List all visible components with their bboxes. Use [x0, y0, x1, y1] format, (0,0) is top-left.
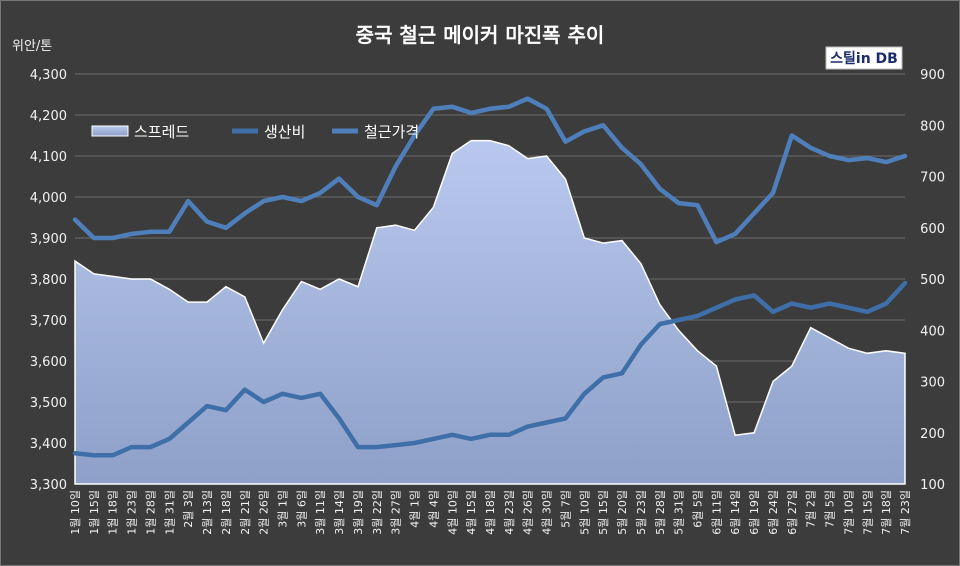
y-tick-label: 4,000: [30, 191, 67, 206]
cost-line: [72, 280, 908, 458]
y2-tick-label: 100: [920, 478, 945, 493]
x-tick-label: 4월 18일: [483, 490, 497, 535]
y-tick-label: 3,800: [30, 273, 67, 288]
price-line: [72, 96, 908, 245]
chart-title: 중국 철근 메이커 마진폭 추이: [356, 23, 605, 47]
x-tick-label: 4월 1일: [408, 490, 422, 528]
y-axis-right: 100 200 300 400 500 600 700 800 900: [920, 68, 945, 493]
x-tick-label: 4월 23일: [502, 490, 516, 535]
y2-tick-label: 700: [920, 171, 945, 186]
x-tick-label: 7월 18일: [879, 490, 893, 535]
x-tick-label: 1월 10일: [68, 490, 82, 535]
x-tick-label: 7월 23일: [898, 490, 912, 535]
x-tick-label: 5월 28일: [653, 490, 667, 535]
x-tick-label: 3월 6일: [294, 490, 308, 528]
legend-label: 철근가격: [364, 123, 419, 141]
x-tick-label: 4월 15일: [464, 490, 478, 535]
x-tick-label: 6월 11일: [709, 490, 723, 535]
x-tick-label: 6월 5일: [691, 490, 705, 528]
legend-label: 생산비: [264, 123, 305, 141]
y2-tick-label: 400: [920, 324, 945, 339]
y-tick-label: 3,700: [30, 314, 67, 329]
y2-tick-label: 600: [920, 222, 945, 237]
x-tick-label: 4월 26일: [521, 490, 535, 535]
x-tick-label: 4월 30일: [540, 490, 554, 535]
x-tick-label: 5월 7일: [559, 490, 573, 528]
x-tick-label: 1월 18일: [106, 490, 120, 535]
brand-logo: 스틸in DB: [825, 46, 903, 70]
x-tick-label: 5월 23일: [634, 490, 648, 535]
x-tick-label: 7월 2일: [804, 490, 818, 528]
legend: 스프레드 생산비 철근가격: [91, 123, 419, 141]
x-tick-label: 3월 14일: [332, 490, 346, 535]
y2-tick-label: 800: [920, 119, 945, 134]
series-lines: [72, 96, 908, 458]
x-tick-label: 2월 26일: [257, 490, 271, 535]
x-tick-label: 5월 20일: [615, 490, 629, 535]
spread-area: [74, 139, 906, 485]
y-tick-label: 4,100: [30, 150, 67, 165]
y2-tick-label: 200: [920, 427, 945, 442]
y-tick-label: 3,600: [30, 355, 67, 370]
x-tick-label: 7월 5일: [823, 490, 837, 528]
x-tick-label: 7월 10일: [841, 490, 855, 535]
y-tick-label: 4,200: [30, 109, 67, 124]
y-axis-unit: 위안/톤: [12, 39, 52, 54]
x-tick-label: 6월 24일: [766, 490, 780, 535]
x-tick-label: 4월 4일: [426, 490, 440, 528]
legend-label: 스프레드: [134, 123, 189, 141]
y-tick-label: 4,300: [30, 68, 67, 83]
x-tick-label: 3월 19일: [351, 490, 365, 535]
x-tick-label: 6월 19일: [747, 490, 761, 535]
y-tick-label: 3,400: [30, 437, 67, 452]
x-tick-label: 3월 27일: [389, 490, 403, 535]
y-tick-label: 3,500: [30, 396, 67, 411]
x-axis: 1월 10일 1월 15일 1월 18일 1월 23일 1월 28일 1월 31일 2월 3…: [68, 490, 912, 535]
y2-tick-label: 900: [920, 68, 945, 83]
spread-area-path: [74, 139, 906, 485]
legend-swatch: [91, 125, 129, 137]
brand-logo-text: 스틸in DB: [830, 51, 898, 67]
x-tick-label: 3월 11일: [313, 490, 327, 535]
x-tick-label: 5월 10일: [577, 490, 591, 535]
x-tick-label: 1월 23일: [125, 490, 139, 535]
y2-tick-label: 500: [920, 273, 945, 288]
x-tick-label: 2월 18일: [219, 490, 233, 535]
x-tick-label: 3월 1일: [276, 490, 290, 528]
x-tick-label: 2월 21일: [238, 490, 252, 535]
x-tick-label: 7월 15일: [860, 490, 874, 535]
y-tick-label: 3,900: [30, 232, 67, 247]
x-tick-label: 5월 15일: [596, 490, 610, 535]
y2-tick-label: 300: [920, 376, 945, 391]
x-tick-label: 6월 14일: [728, 490, 742, 535]
x-tick-label: 1월 15일: [87, 490, 101, 535]
x-tick-label: 4월 10일: [445, 490, 459, 535]
x-tick-label: 6월 27일: [785, 490, 799, 535]
x-tick-label: 2월 3일: [181, 490, 195, 528]
x-tick-label: 5월 31일: [672, 490, 686, 535]
y-axis-left: 3,300 3,400 3,500 3,600 3,700 3,800 3,900 4,000…: [30, 68, 67, 493]
x-tick-label: 3월 22일: [370, 490, 384, 535]
x-tick-label: 1월 31일: [162, 490, 176, 535]
x-tick-label: 2월 13일: [200, 490, 214, 535]
y-tick-label: 3,300: [30, 478, 67, 493]
x-tick-label: 1월 28일: [144, 490, 158, 535]
